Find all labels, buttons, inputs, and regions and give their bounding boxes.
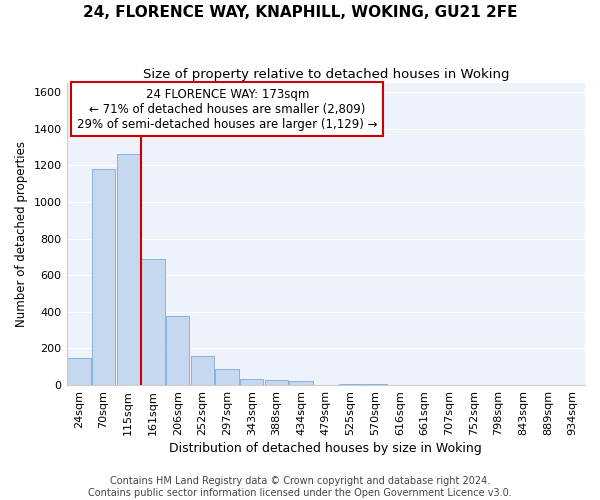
- Bar: [67, 358, 91, 385]
- Bar: [191, 356, 214, 385]
- Bar: [289, 382, 313, 385]
- Bar: [141, 259, 164, 385]
- Bar: [240, 378, 263, 385]
- X-axis label: Distribution of detached houses by size in Woking: Distribution of detached houses by size …: [169, 442, 482, 455]
- Bar: [339, 384, 362, 385]
- Bar: [92, 169, 115, 385]
- Text: 24 FLORENCE WAY: 173sqm
← 71% of detached houses are smaller (2,809)
29% of semi: 24 FLORENCE WAY: 173sqm ← 71% of detache…: [77, 88, 377, 130]
- Bar: [166, 316, 190, 385]
- Bar: [364, 384, 387, 385]
- Title: Size of property relative to detached houses in Woking: Size of property relative to detached ho…: [143, 68, 509, 80]
- Text: 24, FLORENCE WAY, KNAPHILL, WOKING, GU21 2FE: 24, FLORENCE WAY, KNAPHILL, WOKING, GU21…: [83, 5, 517, 20]
- Text: Contains HM Land Registry data © Crown copyright and database right 2024.
Contai: Contains HM Land Registry data © Crown c…: [88, 476, 512, 498]
- Bar: [265, 380, 288, 385]
- Y-axis label: Number of detached properties: Number of detached properties: [15, 141, 28, 327]
- Bar: [215, 368, 239, 385]
- Bar: [116, 154, 140, 385]
